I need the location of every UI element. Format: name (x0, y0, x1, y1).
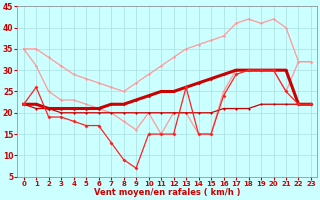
X-axis label: Vent moyen/en rafales ( km/h ): Vent moyen/en rafales ( km/h ) (94, 188, 241, 197)
